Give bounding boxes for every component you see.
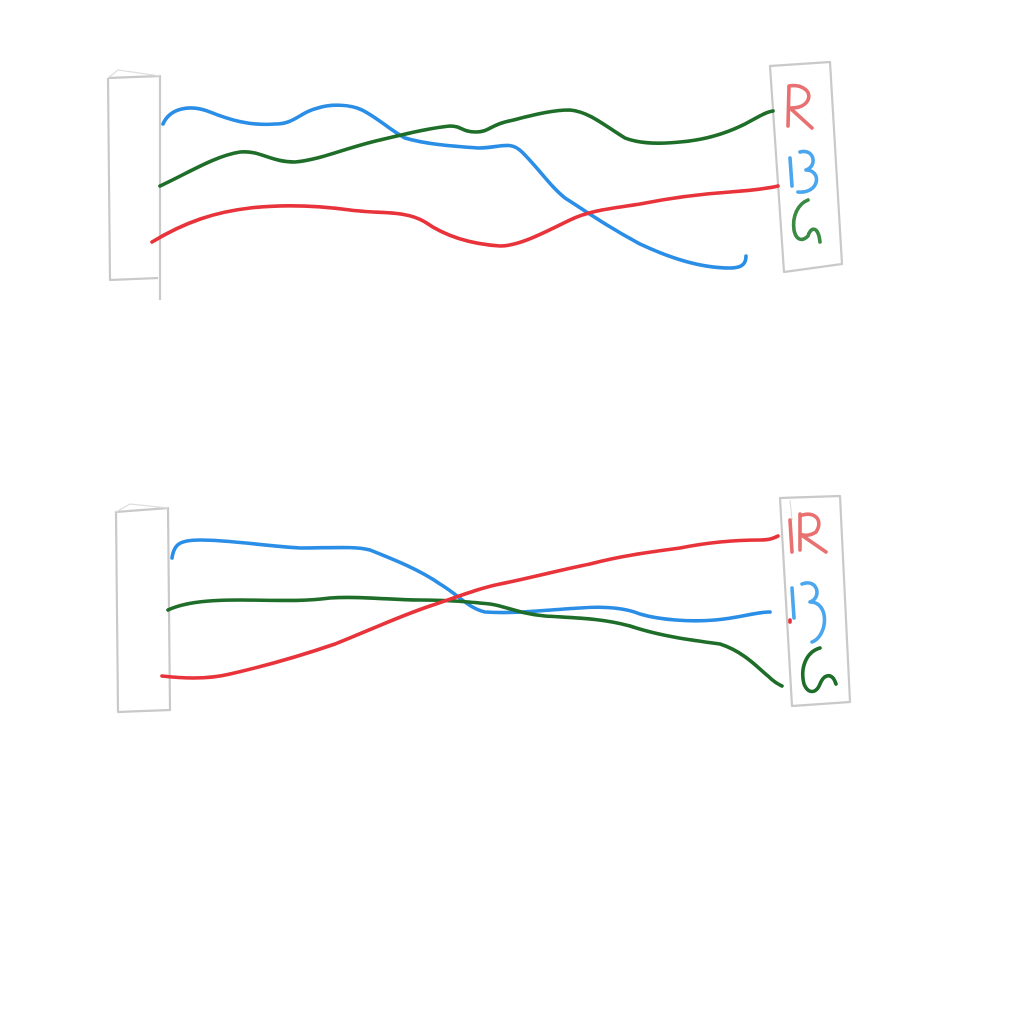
bottom-wire-blue [170,538,772,623]
top-wire-red [150,184,780,248]
bottom-wire-green [166,595,784,688]
top-diagram: R B G [106,60,844,300]
top-wire-green [158,108,775,188]
bottom-wire-red [160,534,780,680]
bottom-label-b-glyph [790,581,827,644]
top-labels: R B G [786,83,822,244]
top-label-g-glyph [791,198,822,244]
top-right-connector [768,60,844,274]
bottom-right-connector [778,494,852,708]
top-wire-blue [161,103,748,270]
top-label-b-glyph [788,149,819,194]
bottom-left-connector [114,503,172,714]
bottom-label-r-glyph [788,512,828,554]
bottom-diagram: R B G [114,494,852,714]
top-left-connector [106,69,162,300]
bottom-label-g-glyph [801,646,838,694]
top-label-r-glyph [786,83,814,130]
bottom-labels: R B G [788,512,838,694]
